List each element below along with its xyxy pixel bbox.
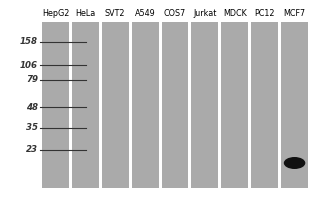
Text: Jurkat: Jurkat — [193, 9, 216, 18]
Bar — [251, 22, 278, 188]
Text: 106: 106 — [20, 60, 38, 70]
Bar — [102, 22, 129, 188]
Text: 48: 48 — [26, 102, 38, 112]
Text: 35: 35 — [26, 123, 38, 132]
Bar — [42, 22, 69, 188]
Bar — [161, 22, 188, 188]
Text: 158: 158 — [20, 38, 38, 46]
Text: A549: A549 — [135, 9, 156, 18]
Bar — [72, 22, 99, 188]
Bar — [132, 22, 159, 188]
Bar — [221, 22, 248, 188]
Text: PC12: PC12 — [254, 9, 275, 18]
Ellipse shape — [284, 157, 305, 169]
Bar — [281, 22, 308, 188]
Text: MDCK: MDCK — [223, 9, 247, 18]
Text: MCF7: MCF7 — [284, 9, 306, 18]
Text: COS7: COS7 — [164, 9, 186, 18]
Text: 23: 23 — [26, 146, 38, 154]
Text: 79: 79 — [26, 75, 38, 84]
Text: HeLa: HeLa — [75, 9, 95, 18]
Bar — [192, 22, 218, 188]
Text: HepG2: HepG2 — [42, 9, 69, 18]
Text: SVT2: SVT2 — [105, 9, 125, 18]
